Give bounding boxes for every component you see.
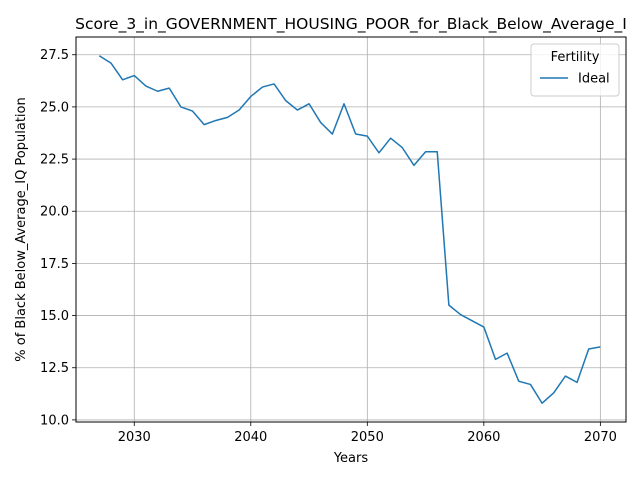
x-tick-label: 2060 [467, 430, 500, 445]
y-axis-label: % of Black Below_Average_IQ Population [14, 97, 29, 361]
y-tick-label: 10.0 [40, 413, 69, 428]
legend-label-ideal: Ideal [578, 72, 610, 87]
y-tick-label: 27.5 [40, 48, 69, 63]
plot-frame [75, 36, 627, 423]
legend: Fertility Ideal [530, 43, 620, 97]
x-tick-label: 2070 [584, 430, 617, 445]
x-axis-ticks: 2030 2040 2050 2060 2070 [118, 422, 617, 445]
legend-title: Fertility [551, 50, 600, 65]
legend-box [530, 43, 620, 97]
x-axis-label: Years [333, 451, 369, 466]
chart-title: Score_3_in_GOVERNMENT_HOUSING_POOR_for_B… [75, 15, 627, 34]
y-tick-label: 25.0 [40, 100, 69, 115]
y-axis-ticks: 10.0 12.5 15.0 17.5 20.0 22.5 25.0 27.5 [40, 48, 76, 428]
y-tick-label: 20.0 [40, 205, 69, 220]
gridlines [76, 37, 626, 422]
x-tick-label: 2040 [234, 430, 267, 445]
y-tick-label: 15.0 [40, 309, 69, 324]
series-line-ideal [98, 55, 601, 404]
y-tick-label: 17.5 [40, 257, 69, 272]
x-tick-label: 2050 [351, 430, 384, 445]
series-layer [98, 55, 601, 404]
y-tick-label: 12.5 [40, 361, 69, 376]
y-tick-label: 22.5 [40, 153, 69, 168]
x-tick-label: 2030 [118, 430, 151, 445]
